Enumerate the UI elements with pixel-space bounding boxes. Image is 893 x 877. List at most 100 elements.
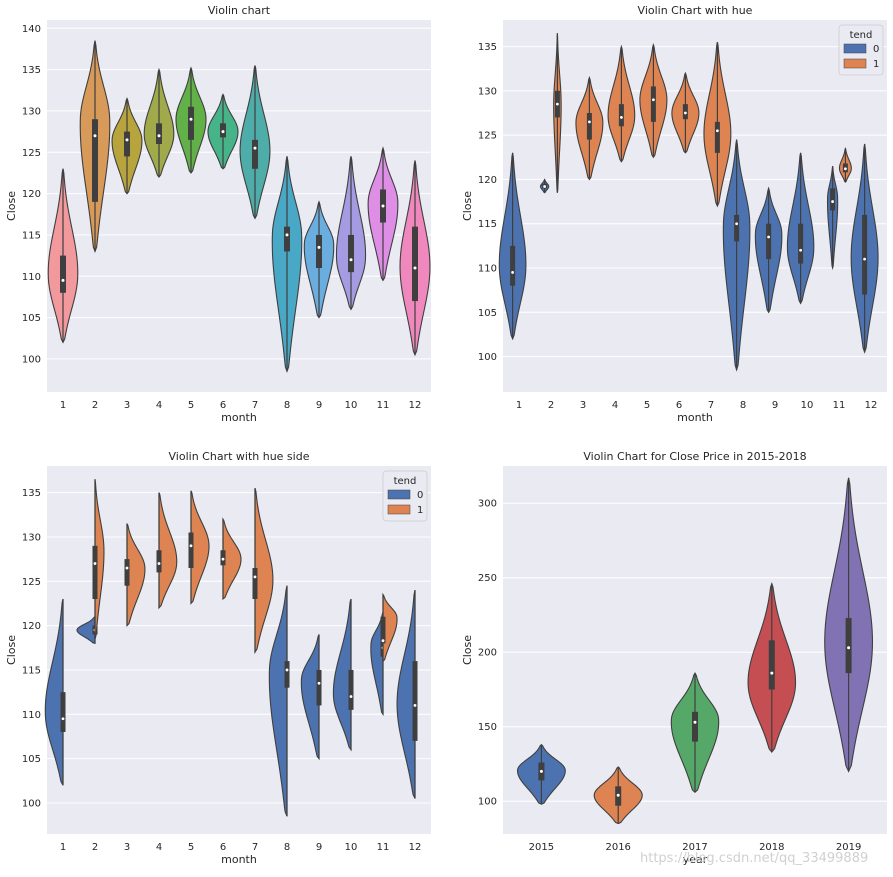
x-tick-label: 1 <box>60 842 66 853</box>
y-tick-label: 135 <box>478 42 497 53</box>
violin-iqr-box <box>766 223 772 260</box>
y-tick-label: 115 <box>22 665 41 676</box>
y-tick-label: 130 <box>478 86 497 97</box>
x-tick-label: 3 <box>124 400 130 411</box>
y-tick-label: 120 <box>478 175 497 186</box>
legend-entry-label: 1 <box>873 59 879 70</box>
y-tick-label: 100 <box>478 797 497 808</box>
violin-median-point <box>125 566 129 570</box>
y-tick-label: 110 <box>22 710 41 721</box>
violin-median-point <box>767 235 770 239</box>
x-tick-label: 4 <box>156 400 162 411</box>
violin-median-point <box>349 695 353 698</box>
plot-background <box>503 20 887 392</box>
x-tick-label: 3 <box>124 842 130 853</box>
x-tick-label: 2 <box>548 400 554 411</box>
violin-iqr-box <box>316 234 322 268</box>
x-tick-label: 8 <box>740 400 746 411</box>
x-tick-label: 11 <box>377 400 390 411</box>
x-axis-label: month <box>677 411 713 424</box>
violin-median-point <box>125 138 129 142</box>
violin-iqr-box <box>284 226 290 252</box>
violin-body <box>44 598 64 786</box>
violin-median-point <box>285 668 289 672</box>
x-tick-label: 4 <box>612 400 618 411</box>
violin-body <box>126 523 146 627</box>
legend-swatch <box>387 504 411 515</box>
x-axis-label: month <box>221 853 257 866</box>
x-tick-label: 2016 <box>605 842 630 853</box>
x-tick-label: 6 <box>220 400 226 411</box>
violin-iqr-box <box>156 550 162 573</box>
y-tick-label: 100 <box>22 354 41 365</box>
violin-median-point <box>770 671 774 675</box>
violin-body <box>268 585 288 817</box>
y-tick-label: 135 <box>22 65 41 76</box>
y-axis-label: Close <box>5 635 18 665</box>
x-tick-label: 7 <box>708 400 714 411</box>
plot-background <box>47 466 431 834</box>
violin-iqr-box <box>714 121 720 153</box>
violin-median-point <box>61 278 65 282</box>
violin-median-point <box>511 271 514 274</box>
x-tick-label: 2 <box>92 400 98 411</box>
y-tick-label: 105 <box>22 313 41 324</box>
violin-median-point <box>61 717 65 721</box>
violin-median-point <box>93 134 97 138</box>
watermark: https://blog.csdn.net/qq_33499889 <box>640 851 868 866</box>
legend-title: tend <box>850 30 873 41</box>
y-tick-label: 115 <box>478 219 497 230</box>
violin-median-point <box>285 233 289 237</box>
violin-iqr-box <box>734 214 740 242</box>
violin-body <box>222 517 242 601</box>
x-axis-label: month <box>221 411 257 424</box>
violin-iqr-box <box>830 188 836 211</box>
y-tick-label: 110 <box>478 264 497 275</box>
violin-median-point <box>616 793 620 797</box>
violin-median-point <box>349 258 353 262</box>
legend-swatch <box>387 489 411 500</box>
x-tick-label: 7 <box>252 842 258 853</box>
violin-iqr-box <box>510 245 516 286</box>
y-axis-label: Close <box>5 191 18 221</box>
violin-iqr-box <box>156 123 162 144</box>
violin-iqr-box <box>252 567 258 600</box>
violin-median-point <box>381 639 385 643</box>
y-axis-label: Close <box>461 191 474 221</box>
violin-median-point <box>652 98 655 102</box>
violin-median-point <box>831 200 834 203</box>
violin-iqr-box <box>252 139 258 169</box>
y-tick-label: 300 <box>478 499 497 510</box>
violin-median-point <box>317 245 321 249</box>
legend-entry-label: 0 <box>417 490 423 501</box>
plot-background <box>47 20 431 392</box>
violin-iqr-box <box>60 692 66 733</box>
violin-body <box>190 490 210 605</box>
violin-median-point <box>735 222 738 226</box>
violin-iqr-box <box>284 661 290 688</box>
violin-iqr-box <box>380 616 386 644</box>
violin-median-point <box>863 257 866 261</box>
violin-body <box>300 634 320 761</box>
violin-iqr-box <box>316 669 322 706</box>
x-tick-label: 5 <box>644 400 650 411</box>
violin-iqr-box <box>92 545 98 600</box>
violin-iqr-box <box>845 617 852 674</box>
y-tick-label: 200 <box>478 648 497 659</box>
violin-iqr-box <box>412 661 418 741</box>
x-tick-label: 12 <box>409 842 422 853</box>
violin-iqr-box <box>124 559 130 586</box>
chart-title: Violin Chart with hue <box>638 4 753 17</box>
y-tick-label: 250 <box>478 573 497 584</box>
x-tick-label: 6 <box>676 400 682 411</box>
x-tick-label: 3 <box>580 400 586 411</box>
x-tick-label: 12 <box>865 400 878 411</box>
violin-median-point <box>684 111 687 115</box>
y-tick-label: 150 <box>478 722 497 733</box>
x-tick-label: 2017 <box>682 842 707 853</box>
violin-body <box>332 598 352 752</box>
violin-iqr-box <box>188 532 194 568</box>
